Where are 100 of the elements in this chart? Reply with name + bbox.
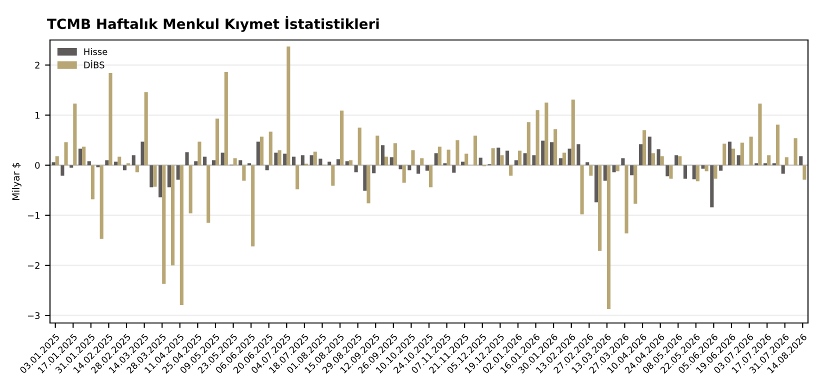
bar bbox=[340, 110, 344, 166]
bar bbox=[500, 155, 504, 166]
bar bbox=[736, 155, 740, 166]
bar bbox=[398, 165, 402, 170]
bar bbox=[621, 158, 625, 166]
bar bbox=[105, 160, 109, 166]
bar bbox=[612, 165, 616, 172]
bar bbox=[390, 157, 394, 166]
bar bbox=[268, 132, 272, 166]
bar bbox=[506, 150, 510, 166]
bar bbox=[176, 165, 180, 180]
bar bbox=[224, 72, 228, 166]
bar bbox=[206, 165, 210, 223]
bar bbox=[215, 118, 220, 166]
bar bbox=[265, 165, 269, 170]
bar bbox=[78, 148, 82, 166]
bar bbox=[719, 165, 723, 171]
bar bbox=[363, 165, 367, 191]
y-axis-title: Milyar $ bbox=[12, 162, 22, 200]
bar bbox=[541, 140, 545, 166]
bar bbox=[376, 136, 380, 166]
bar bbox=[108, 73, 112, 166]
bar bbox=[731, 148, 736, 166]
bar bbox=[473, 136, 478, 166]
bar bbox=[701, 165, 705, 169]
bar bbox=[278, 150, 282, 166]
bar bbox=[420, 158, 424, 166]
bar bbox=[64, 142, 68, 166]
bar bbox=[438, 146, 442, 166]
bar bbox=[203, 156, 207, 166]
y-tick-label: 0 bbox=[35, 162, 40, 169]
bar bbox=[416, 165, 420, 174]
bar bbox=[526, 122, 530, 166]
bar bbox=[704, 165, 708, 172]
y-tick-label: 2 bbox=[35, 62, 40, 68]
bar bbox=[669, 165, 673, 179]
bar bbox=[380, 145, 385, 166]
bar bbox=[554, 129, 558, 166]
bar bbox=[393, 143, 397, 166]
y-tick-label: −2 bbox=[28, 262, 40, 269]
bar bbox=[408, 165, 412, 170]
bar bbox=[598, 165, 602, 251]
bar bbox=[776, 124, 780, 166]
bar bbox=[616, 165, 620, 172]
bar bbox=[523, 153, 527, 166]
bar bbox=[728, 142, 732, 166]
bar bbox=[402, 165, 406, 183]
bar bbox=[52, 162, 56, 166]
bar bbox=[518, 150, 522, 166]
bar bbox=[180, 165, 184, 305]
bar bbox=[740, 142, 744, 166]
bar bbox=[634, 165, 638, 204]
bar bbox=[411, 150, 415, 166]
bar bbox=[536, 110, 540, 166]
bar bbox=[167, 165, 171, 188]
bar bbox=[185, 152, 189, 166]
bar bbox=[220, 152, 224, 166]
bar bbox=[251, 165, 255, 246]
bar bbox=[464, 154, 468, 166]
bar bbox=[135, 165, 139, 172]
bar bbox=[496, 148, 500, 166]
bar bbox=[429, 165, 433, 188]
bar bbox=[624, 165, 628, 234]
bar bbox=[648, 136, 652, 166]
bar bbox=[60, 165, 64, 176]
bar bbox=[425, 165, 429, 171]
bar bbox=[292, 156, 296, 166]
bar bbox=[696, 165, 700, 182]
bar bbox=[132, 155, 136, 166]
bar bbox=[70, 165, 74, 168]
bar bbox=[372, 165, 376, 174]
legend-label: Hisse bbox=[84, 48, 108, 56]
bar bbox=[162, 165, 166, 284]
bar bbox=[660, 156, 664, 166]
bar bbox=[781, 165, 785, 174]
bar bbox=[544, 102, 548, 166]
bar bbox=[580, 165, 584, 214]
bar bbox=[514, 160, 518, 166]
bar bbox=[722, 144, 726, 166]
bar bbox=[478, 158, 482, 166]
bar bbox=[799, 156, 803, 166]
bar bbox=[638, 144, 643, 166]
bar bbox=[118, 156, 122, 166]
bar bbox=[345, 161, 349, 166]
bar bbox=[509, 165, 513, 176]
bar bbox=[550, 142, 554, 166]
bar bbox=[242, 165, 246, 181]
bar bbox=[331, 165, 335, 186]
bar bbox=[532, 155, 536, 166]
bar bbox=[274, 152, 278, 166]
y-tick-label: −1 bbox=[28, 212, 40, 219]
bar bbox=[238, 160, 242, 166]
bar bbox=[87, 161, 91, 166]
bar bbox=[144, 92, 148, 166]
bar bbox=[456, 140, 460, 166]
bar bbox=[310, 155, 314, 166]
bar bbox=[198, 142, 202, 166]
bar bbox=[651, 153, 655, 166]
bar bbox=[150, 165, 154, 188]
bar bbox=[571, 100, 575, 166]
